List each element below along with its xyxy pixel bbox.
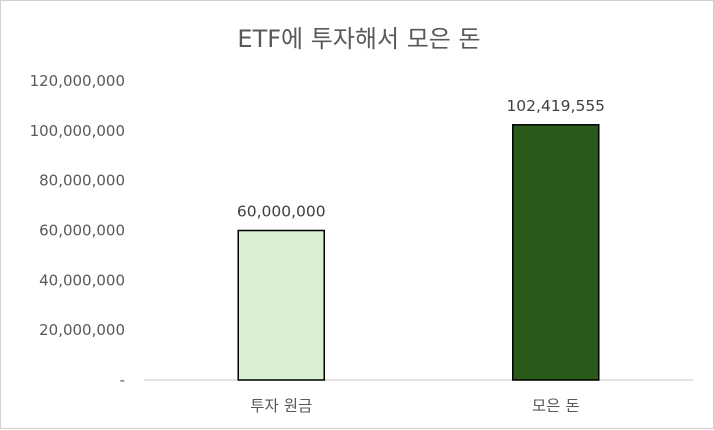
data-label: 102,419,555 — [506, 97, 605, 115]
y-tick-label: 40,000,000 — [39, 271, 125, 289]
y-tick-label: 80,000,000 — [39, 172, 125, 190]
x-category-label: 투자 원금 — [250, 397, 312, 415]
data-labels: 60,000,000 102,419,555 — [237, 97, 605, 221]
y-axis: - 20,000,000 40,000,000 60,000,000 80,000,00… — [30, 72, 125, 389]
bar-0 — [237, 229, 325, 381]
y-tick-label: 60,000,000 — [39, 222, 125, 240]
data-label: 60,000,000 — [237, 203, 326, 221]
y-tick-label: 100,000,000 — [30, 122, 125, 140]
bar-1 — [512, 124, 600, 381]
x-category-label: 모은 돈 — [532, 397, 580, 415]
y-tick-label: - — [120, 371, 125, 389]
chart-title: ETF에 투자해서 모은 돈 — [237, 25, 480, 53]
y-tick-label: 120,000,000 — [30, 72, 125, 90]
y-tick-label: 20,000,000 — [39, 321, 125, 339]
x-axis-categories: 투자 원금 모은 돈 — [250, 397, 579, 415]
bars — [237, 124, 600, 381]
